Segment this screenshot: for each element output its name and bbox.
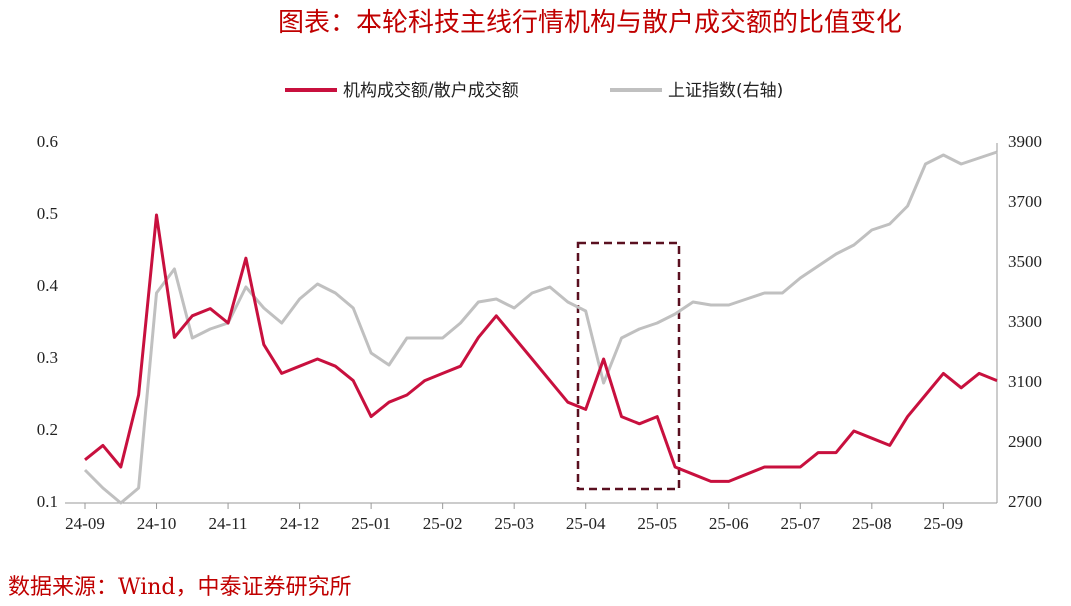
series-line xyxy=(84,213,998,483)
y-tick-label: 0.6 xyxy=(37,132,58,151)
x-tick-label: 24-10 xyxy=(137,514,177,533)
x-tick-label: 25-02 xyxy=(423,514,463,533)
y-tick-label: 0.5 xyxy=(37,204,58,223)
x-tick-label: 25-06 xyxy=(709,514,749,533)
y2-tick-label: 3300 xyxy=(1008,312,1042,331)
highlight-box xyxy=(576,241,681,491)
legend-label: 机构成交额/散户成交额 xyxy=(343,81,519,101)
source-note: 数据来源：Wind，中泰证券研究所 xyxy=(8,575,352,600)
y-tick-label: 0.4 xyxy=(37,276,59,295)
y2-tick-label: 3700 xyxy=(1008,192,1042,211)
x-tick-label: 25-05 xyxy=(637,514,677,533)
x-tick-label: 25-08 xyxy=(852,514,892,533)
y2-tick-label: 3100 xyxy=(1008,372,1042,391)
x-tick-label: 24-12 xyxy=(280,514,320,533)
x-tick-label: 25-03 xyxy=(494,514,534,533)
y2-tick-label: 3900 xyxy=(1008,132,1042,151)
y2-tick-label: 2900 xyxy=(1008,432,1042,451)
x-tick-label: 24-09 xyxy=(65,514,105,533)
y-tick-label: 0.1 xyxy=(37,492,58,511)
series-line xyxy=(83,150,998,505)
x-tick-label: 25-07 xyxy=(780,514,820,533)
y2-tick-label: 3500 xyxy=(1008,252,1042,271)
legend-label: 上证指数(右轴) xyxy=(668,81,783,101)
chart-title: 图表：本轮科技主线行情机构与散户成交额的比值变化 xyxy=(278,8,902,38)
x-tick-label: 25-04 xyxy=(566,514,606,533)
x-tick-label: 25-09 xyxy=(924,514,964,533)
x-tick-label: 24-11 xyxy=(209,514,248,533)
y-tick-label: 0.3 xyxy=(37,348,58,367)
y2-tick-label: 2700 xyxy=(1008,492,1042,511)
y-tick-label: 0.2 xyxy=(37,420,58,439)
x-tick-label: 25-01 xyxy=(351,514,391,533)
